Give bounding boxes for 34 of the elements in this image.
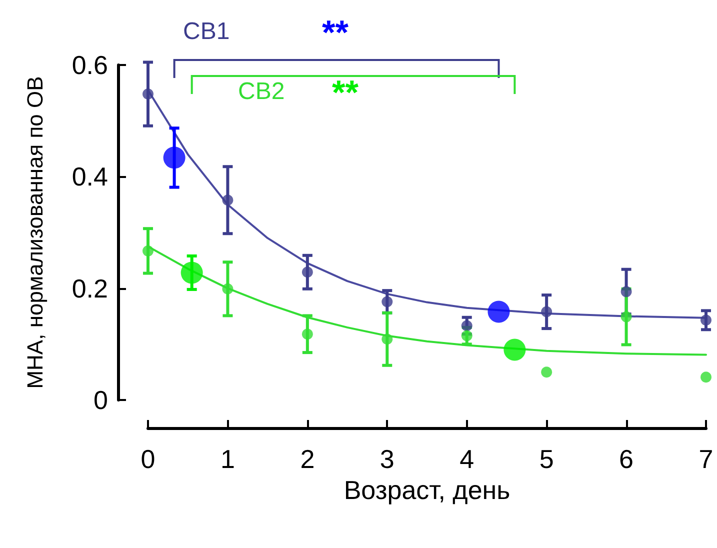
y-tick-label: 0 [94,385,108,415]
annotation: ** [332,74,358,113]
point [222,194,234,206]
point [700,314,712,326]
text: ** [322,14,348,53]
x-tick-label: 2 [300,444,315,474]
x-tick-label: 4 [460,444,474,474]
point [382,296,393,308]
point [382,334,393,345]
x-tick-label: 0 [140,444,156,474]
point [142,88,154,100]
text: СВ1 [183,18,230,46]
point [504,338,526,361]
x-tick-label: 3 [380,444,394,474]
point [302,328,313,340]
point [541,366,552,378]
y-tick-label: 0.2 [72,273,108,304]
point [142,245,154,256]
y-tick-label: 0.4 [72,162,108,192]
x-tick-label: 5 [539,444,554,474]
point [700,372,712,383]
x-tick-label: 7 [698,444,714,474]
x-tick-label: 1 [220,444,235,474]
point [222,283,234,294]
point [488,300,510,323]
annotation: СВ2 [238,78,285,106]
y-tick-label: 0.6 [72,50,108,80]
point [541,306,552,318]
y-axis-title: МНА, нормализованная по ОВ [22,76,48,389]
point [163,146,186,169]
point [180,262,203,284]
x-tick-label: 6 [619,444,634,474]
point [302,266,313,278]
x-axis-title: Возраст, день [344,474,510,505]
